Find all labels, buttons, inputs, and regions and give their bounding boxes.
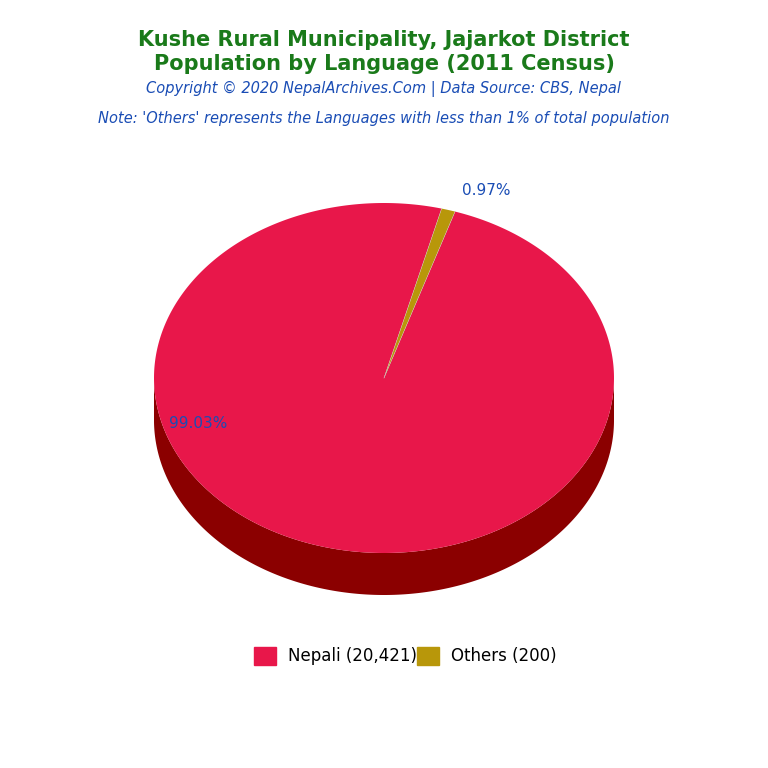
Polygon shape bbox=[154, 378, 614, 595]
Polygon shape bbox=[154, 203, 614, 553]
Text: Population by Language (2011 Census): Population by Language (2011 Census) bbox=[154, 54, 614, 74]
Bar bbox=[417, 647, 439, 665]
Text: Note: 'Others' represents the Languages with less than 1% of total population: Note: 'Others' represents the Languages … bbox=[98, 111, 670, 125]
Text: 99.03%: 99.03% bbox=[169, 415, 227, 431]
Polygon shape bbox=[384, 209, 455, 378]
Text: 0.97%: 0.97% bbox=[462, 183, 510, 198]
Text: Kushe Rural Municipality, Jajarkot District: Kushe Rural Municipality, Jajarkot Distr… bbox=[138, 30, 630, 50]
Text: Others (200): Others (200) bbox=[452, 647, 557, 665]
Text: Copyright © 2020 NepalArchives.Com | Data Source: CBS, Nepal: Copyright © 2020 NepalArchives.Com | Dat… bbox=[147, 81, 621, 97]
Text: Nepali (20,421): Nepali (20,421) bbox=[288, 647, 417, 665]
Bar bbox=[253, 647, 276, 665]
